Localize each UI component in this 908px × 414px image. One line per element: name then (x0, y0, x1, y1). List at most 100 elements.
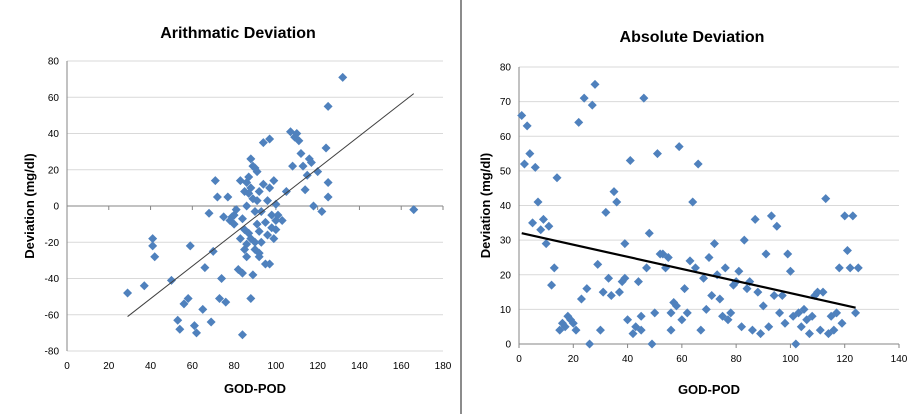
data-point (254, 226, 264, 236)
x-tick-label: 20 (103, 361, 115, 372)
data-point (593, 259, 603, 269)
data-point (815, 325, 825, 335)
data-point (587, 100, 597, 110)
y-tick-label: 40 (500, 201, 512, 212)
x-tick-label: 0 (516, 354, 522, 365)
data-point (308, 201, 318, 211)
data-point (267, 210, 277, 220)
y-tick-label: 80 (500, 63, 512, 74)
data-point (208, 246, 218, 256)
data-point (652, 149, 662, 159)
data-point (237, 268, 247, 278)
y-tick-label: 30 (500, 236, 512, 247)
data-point (693, 159, 703, 169)
data-point (221, 297, 231, 307)
data-point (620, 273, 630, 283)
data-point (761, 249, 771, 259)
data-point (555, 325, 565, 335)
data-point (813, 287, 823, 297)
data-point (256, 237, 266, 247)
data-point (837, 318, 847, 328)
data-point (666, 308, 676, 318)
data-point (807, 311, 817, 321)
data-point (595, 325, 605, 335)
y-tick-label: 60 (500, 132, 512, 143)
y-tick-label: 0 (53, 202, 59, 213)
x-tick-label: 40 (145, 361, 157, 372)
data-point (726, 308, 736, 318)
x-tick-label: 20 (568, 354, 580, 365)
chart-title: Arithmatic Deviation (160, 25, 316, 42)
data-point (747, 325, 757, 335)
data-point (522, 121, 532, 131)
data-point (212, 192, 222, 202)
data-point (265, 259, 275, 269)
data-point (601, 207, 611, 217)
y-tick-label: 10 (500, 305, 512, 316)
data-point (623, 315, 633, 325)
absolute-deviation-panel: Absolute Deviation 80 70 60 50 40 30 20 10 0 0 20 40… (464, 0, 908, 414)
x-tick-label: 140 (351, 361, 368, 372)
data-point (223, 192, 233, 202)
x-tick-label: 100 (782, 354, 799, 365)
data-point (150, 252, 160, 262)
data-point (636, 325, 646, 335)
data-point (235, 234, 245, 244)
data-point (764, 322, 774, 332)
data-point (263, 196, 273, 206)
data-point (772, 221, 782, 231)
data-point (799, 304, 809, 314)
data-point (166, 275, 176, 285)
data-point (271, 199, 281, 209)
data-point (620, 239, 630, 249)
arithmetic-deviation-panel: Arithmatic Deviation 80 60 40 20 0 -20 -40 -60 -8… (22, 0, 462, 414)
data-point (206, 317, 216, 327)
data-point (250, 245, 260, 254)
data-point (840, 211, 850, 221)
data-point (647, 339, 657, 349)
data-point (271, 225, 281, 235)
data-point (530, 162, 540, 172)
data-point (525, 149, 535, 159)
x-tick-label: 0 (64, 361, 70, 372)
data-point (696, 325, 706, 335)
data-point (217, 274, 227, 283)
data-point (682, 308, 692, 318)
data-point (214, 293, 224, 303)
trendline (127, 93, 415, 317)
data-point (547, 280, 557, 290)
data-point (832, 308, 842, 318)
data-point (533, 197, 543, 207)
data-point (338, 72, 348, 82)
data-point (246, 183, 256, 193)
data-point (244, 172, 254, 182)
y-tick-label: -40 (45, 274, 60, 285)
data-point (250, 206, 260, 216)
data-point (544, 221, 554, 231)
data-point (753, 287, 763, 297)
data-point (756, 329, 766, 339)
data-point (541, 239, 551, 249)
data-point (829, 325, 839, 335)
data-point (642, 263, 652, 273)
data-point (210, 176, 220, 186)
x-tick-label: 60 (187, 361, 199, 372)
data-point (750, 214, 760, 224)
data-point (237, 214, 247, 224)
data-point (766, 211, 776, 221)
data-point (739, 235, 749, 245)
data-point (148, 241, 158, 251)
x-axis-title: GOD-POD (678, 382, 740, 397)
data-point (742, 284, 752, 294)
y-tick-label: -60 (45, 310, 60, 321)
data-point (246, 234, 256, 244)
data-point (254, 252, 264, 262)
data-point (666, 325, 676, 335)
data-point (265, 183, 275, 193)
data-point (269, 234, 279, 244)
x-tick-label: 80 (731, 354, 743, 365)
data-point (204, 208, 214, 218)
data-point (851, 308, 861, 318)
y-tick-label: 80 (48, 57, 60, 68)
